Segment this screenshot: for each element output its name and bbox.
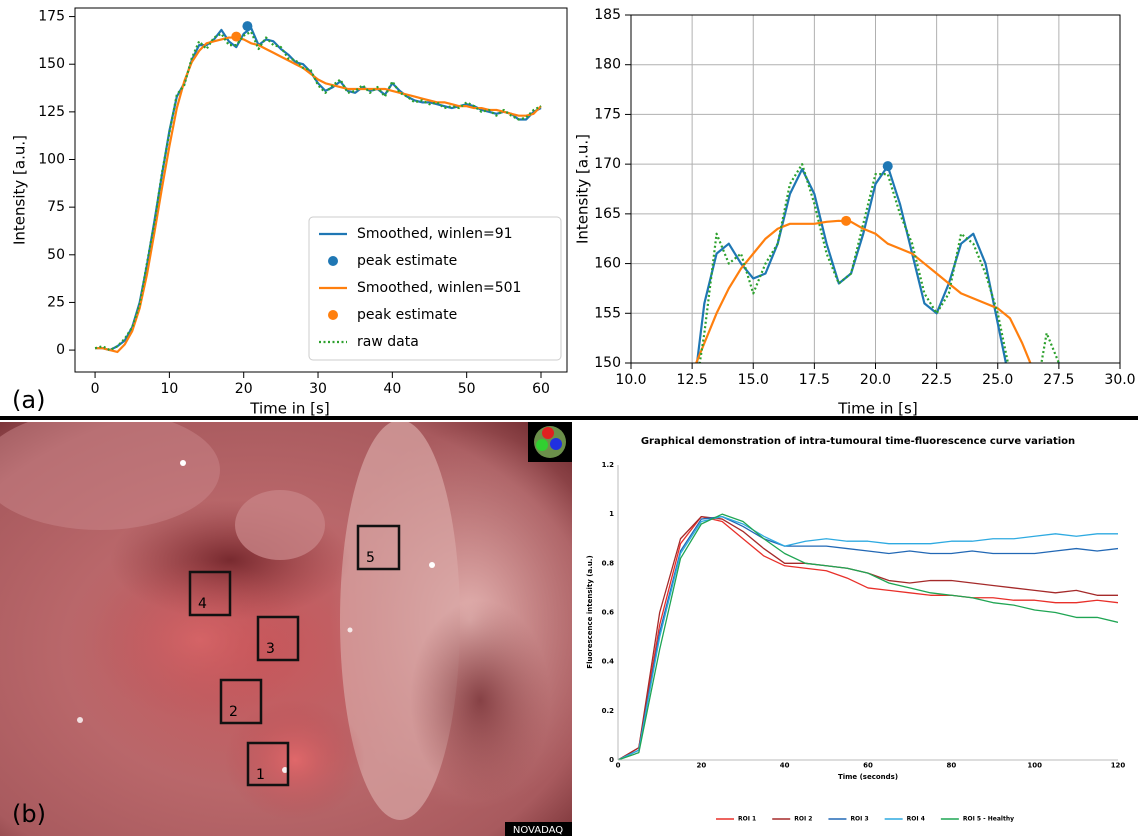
y-tick-label: 0.4	[602, 658, 615, 666]
x-tick-label: 40	[383, 381, 401, 397]
x-tick-label: 20.0	[860, 372, 891, 388]
y-tick-label: 125	[38, 104, 65, 120]
endoscopy-image: NOVADAQ 1 2 3 4 5	[0, 422, 572, 836]
x-tick-label: 30.0	[1104, 372, 1135, 388]
y-tick-label: 0.8	[602, 559, 615, 567]
roi-label: 1	[256, 767, 265, 783]
x-axis-label: Time in [s]	[837, 400, 917, 418]
legend-label: Smoothed, winlen=501	[357, 280, 521, 296]
y-tick-label: 1	[609, 510, 614, 518]
y-axis-label: Intensity [a.u.]	[574, 134, 592, 244]
plot-area	[94, 21, 542, 354]
legend-label: raw data	[357, 334, 419, 350]
panel-label: (b)	[12, 800, 46, 828]
y-axis-label: Intensity [a.u.]	[11, 135, 29, 245]
x-tick-label: 0	[91, 381, 100, 397]
x-tick-label: 27.5	[1043, 372, 1074, 388]
roi-label: 4	[198, 596, 207, 612]
legend-label: ROI 5 - Healthy	[963, 816, 1014, 823]
peak-marker	[882, 161, 893, 172]
data-line	[695, 165, 1061, 363]
y-tick-label: 1.2	[602, 461, 615, 469]
y-tick-label: 100	[38, 152, 65, 168]
data-line	[618, 515, 1118, 760]
x-tick-label: 30	[309, 381, 327, 397]
y-tick-label: 175	[38, 9, 65, 25]
y-tick-label: 155	[594, 305, 621, 321]
x-tick-label: 40	[780, 762, 790, 770]
legend-label: ROI 4	[907, 816, 925, 823]
x-tick-label: 15.0	[738, 372, 769, 388]
x-tick-label: 120	[1111, 762, 1126, 770]
y-tick-label: 0.6	[602, 609, 615, 617]
axes-frame	[630, 14, 1121, 364]
y-tick-label: 50	[47, 247, 65, 263]
data-line	[618, 515, 1118, 760]
y-tick-label: 75	[47, 199, 65, 215]
y-tick-label: 185	[594, 7, 621, 23]
y-tick-label: 170	[594, 156, 621, 172]
y-tick-label: 150	[38, 56, 65, 72]
y-tick-label: 25	[47, 294, 65, 310]
peak-marker	[231, 31, 242, 42]
y-tick-label: 0	[609, 756, 614, 764]
peak-marker	[242, 21, 253, 32]
x-tick-label: 60	[863, 762, 873, 770]
plot-area	[695, 161, 1061, 363]
axes-frame	[74, 7, 568, 373]
divider	[0, 416, 1138, 420]
roi-label: 5	[366, 550, 375, 566]
data-line	[698, 163, 1061, 363]
x-axis-label: Time in [s]	[249, 400, 329, 418]
y-axis-label: Fluorescence intensity (a.u.)	[586, 555, 594, 668]
y-tick-label: 165	[594, 206, 621, 222]
data-line	[618, 513, 1118, 760]
x-tick-label: 50	[458, 381, 476, 397]
x-tick-label: 12.5	[677, 372, 708, 388]
roi-label: 2	[229, 704, 238, 720]
data-line	[695, 219, 1032, 363]
legend-box	[308, 216, 562, 361]
x-tick-label: 0	[616, 762, 621, 770]
legend-label: peak estimate	[357, 253, 457, 269]
legend-swatch	[328, 256, 338, 266]
x-tick-label: 22.5	[921, 372, 952, 388]
y-tick-label: 175	[594, 106, 621, 122]
legend-label: Smoothed, winlen=91	[357, 226, 513, 242]
x-tick-label: 17.5	[799, 372, 830, 388]
roi-label: 3	[266, 641, 275, 657]
chart-title: Graphical demonstration of intra-tumoura…	[641, 436, 1075, 447]
y-tick-label: 0.2	[602, 707, 615, 715]
legend-label: ROI 1	[738, 816, 756, 823]
x-tick-label: 80	[946, 762, 956, 770]
x-tick-label: 60	[532, 381, 550, 397]
data-line	[95, 36, 542, 354]
y-tick-label: 160	[594, 256, 621, 272]
x-tick-label: 20	[696, 762, 706, 770]
x-tick-label: 10.0	[615, 372, 646, 388]
x-axis-label: Time (seconds)	[838, 773, 898, 781]
legend-label: peak estimate	[357, 307, 457, 323]
y-tick-label: 0	[56, 342, 65, 358]
plot-area	[618, 513, 1118, 760]
legend-label: ROI 2	[794, 816, 812, 823]
x-tick-label: 100	[1027, 762, 1042, 770]
panel-label: (a)	[12, 386, 45, 414]
x-tick-label: 10	[160, 381, 178, 397]
legend-swatch	[328, 310, 338, 320]
watermark: NOVADAQ	[513, 825, 563, 836]
legend-label: ROI 3	[850, 816, 868, 823]
peak-marker	[841, 215, 852, 226]
y-tick-label: 150	[594, 355, 621, 371]
x-tick-label: 20	[235, 381, 253, 397]
y-tick-label: 180	[594, 57, 621, 73]
x-tick-label: 25.0	[982, 372, 1013, 388]
